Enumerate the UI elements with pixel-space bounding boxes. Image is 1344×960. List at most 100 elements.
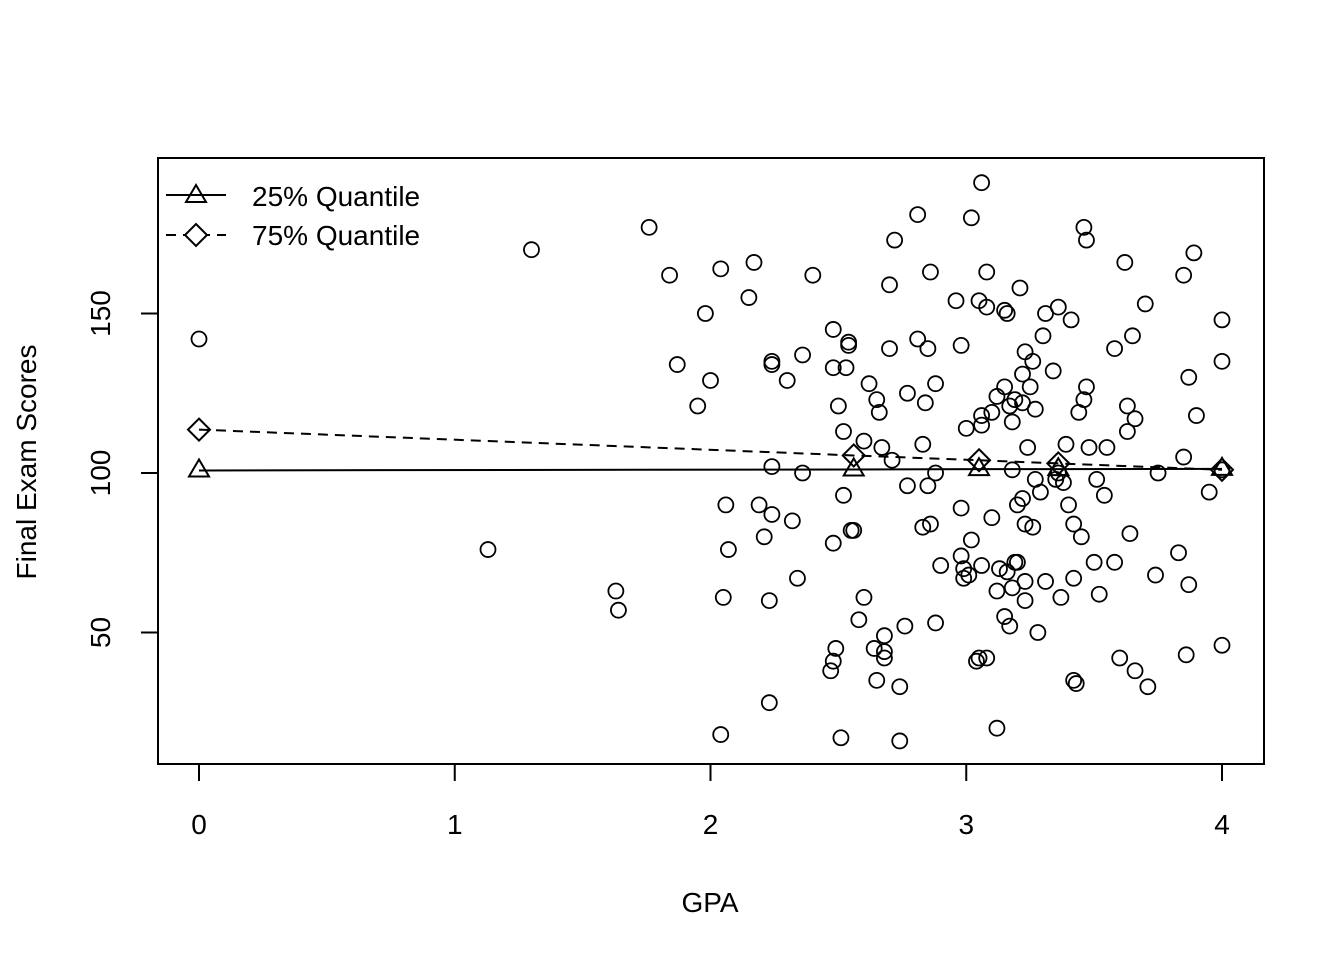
data-point xyxy=(868,671,886,689)
x-axis-label: GPA xyxy=(681,887,738,918)
data-point xyxy=(991,560,1008,578)
data-point xyxy=(523,241,540,259)
data-point xyxy=(1088,470,1106,488)
legend-label-75: 75% Quantile xyxy=(252,220,420,251)
data-point xyxy=(1075,391,1093,409)
data-point xyxy=(824,321,842,338)
data-point xyxy=(1060,496,1077,514)
data-point xyxy=(1037,573,1054,590)
data-point xyxy=(714,589,732,606)
data-point xyxy=(832,729,850,747)
x-axis: 0 1 2 3 4 xyxy=(191,763,1230,840)
data-point xyxy=(978,263,996,281)
data-point xyxy=(891,732,909,750)
data-point xyxy=(689,397,707,415)
data-point xyxy=(914,435,932,453)
data-point xyxy=(1001,617,1019,635)
data-point xyxy=(957,419,975,437)
data-point xyxy=(835,423,852,440)
data-point xyxy=(837,359,855,377)
data-point xyxy=(829,397,847,415)
data-point xyxy=(755,528,773,546)
data-point xyxy=(824,534,842,552)
data-point xyxy=(640,218,658,236)
data-point xyxy=(914,518,932,536)
data-point xyxy=(661,266,678,284)
data-point xyxy=(745,254,763,271)
data-point xyxy=(883,451,901,469)
data-point xyxy=(1034,327,1052,345)
legend: 25% Quantile 75% Quantile xyxy=(166,181,420,251)
data-point xyxy=(1003,413,1021,431)
data-point xyxy=(973,174,990,192)
data-point xyxy=(1021,378,1039,396)
data-point xyxy=(1185,244,1203,262)
x-tick-label: 4 xyxy=(1214,809,1230,840)
data-point xyxy=(1062,311,1080,329)
data-point xyxy=(1106,340,1123,357)
quantile-75-marker xyxy=(841,443,867,468)
data-point xyxy=(1067,675,1085,692)
quantile-25-marker xyxy=(1210,455,1234,476)
data-point xyxy=(1014,365,1031,383)
data-point xyxy=(1090,585,1108,603)
data-point xyxy=(988,719,1006,737)
data-point xyxy=(996,608,1014,625)
data-point xyxy=(1147,566,1164,584)
data-point xyxy=(1180,368,1198,386)
data-point xyxy=(1072,528,1090,546)
data-point xyxy=(740,289,758,306)
data-point xyxy=(607,582,625,600)
data-point xyxy=(932,557,950,574)
data-point xyxy=(952,499,970,517)
data-point xyxy=(720,541,737,558)
data-point xyxy=(702,372,719,389)
data-point xyxy=(763,458,781,476)
data-point xyxy=(927,614,944,632)
data-point xyxy=(873,439,891,456)
data-point xyxy=(952,547,970,565)
data-point xyxy=(1026,400,1044,418)
data-point xyxy=(783,512,801,530)
data-point xyxy=(1124,327,1141,345)
legend-diamond-icon xyxy=(183,222,209,248)
data-point xyxy=(1080,439,1098,456)
data-point xyxy=(1065,569,1083,587)
data-point xyxy=(983,509,1001,527)
data-point xyxy=(881,340,898,357)
data-point xyxy=(960,566,978,584)
data-point xyxy=(973,416,990,434)
data-point xyxy=(1011,279,1029,297)
data-point xyxy=(1085,553,1103,571)
data-point xyxy=(1075,218,1093,236)
data-point xyxy=(789,569,806,587)
data-point xyxy=(865,640,883,657)
data-point xyxy=(190,330,208,348)
data-point xyxy=(996,378,1014,396)
data-point xyxy=(855,589,873,606)
data-point xyxy=(922,263,939,281)
y-tick-label: 150 xyxy=(85,290,116,337)
y-tick-label: 50 xyxy=(85,617,116,648)
data-point xyxy=(1126,410,1144,428)
data-point xyxy=(973,407,990,424)
data-point xyxy=(1029,624,1047,641)
data-point xyxy=(870,403,888,421)
data-point xyxy=(850,611,868,629)
legend-label-25: 25% Quantile xyxy=(252,181,420,212)
data-point xyxy=(668,356,686,373)
data-point xyxy=(1024,352,1042,370)
data-point xyxy=(610,601,627,619)
data-point xyxy=(1065,515,1083,533)
data-point xyxy=(760,592,778,609)
data-point xyxy=(1016,515,1034,533)
data-point xyxy=(822,662,840,680)
data-point xyxy=(1106,553,1123,571)
data-point xyxy=(1126,662,1144,680)
data-point xyxy=(712,726,730,743)
data-point xyxy=(988,582,1006,600)
x-tick-label: 2 xyxy=(703,809,719,840)
data-point xyxy=(919,477,937,495)
data-point xyxy=(717,496,735,514)
